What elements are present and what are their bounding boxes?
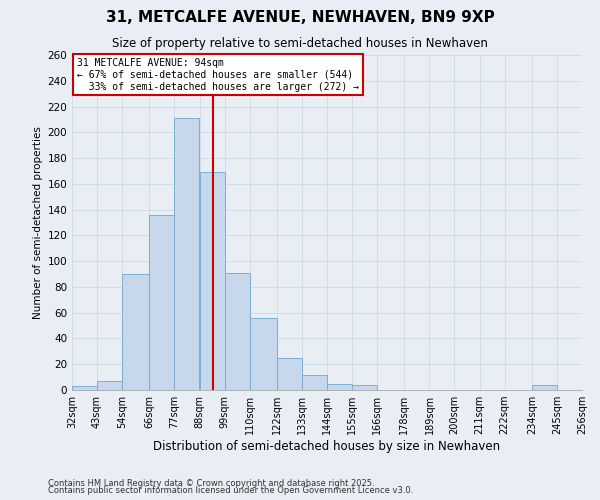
Bar <box>250 318 277 390</box>
Text: 31 METCALFE AVENUE: 94sqm
← 67% of semi-detached houses are smaller (544)
  33% : 31 METCALFE AVENUE: 94sqm ← 67% of semi-… <box>77 58 359 92</box>
Bar <box>72 386 97 390</box>
Text: Contains HM Land Registry data © Crown copyright and database right 2025.: Contains HM Land Registry data © Crown c… <box>48 478 374 488</box>
Bar <box>352 385 377 390</box>
Bar <box>224 273 250 390</box>
Text: Contains public sector information licensed under the Open Government Licence v3: Contains public sector information licen… <box>48 486 413 495</box>
Text: 31, METCALFE AVENUE, NEWHAVEN, BN9 9XP: 31, METCALFE AVENUE, NEWHAVEN, BN9 9XP <box>106 10 494 25</box>
Bar <box>175 118 199 390</box>
Bar <box>327 384 352 390</box>
X-axis label: Distribution of semi-detached houses by size in Newhaven: Distribution of semi-detached houses by … <box>154 440 500 453</box>
Bar <box>199 172 224 390</box>
Bar <box>149 215 175 390</box>
Bar <box>277 358 302 390</box>
Bar <box>122 274 149 390</box>
Text: Size of property relative to semi-detached houses in Newhaven: Size of property relative to semi-detach… <box>112 38 488 51</box>
Bar <box>532 385 557 390</box>
Bar <box>302 374 327 390</box>
Bar <box>97 381 122 390</box>
Y-axis label: Number of semi-detached properties: Number of semi-detached properties <box>33 126 43 319</box>
